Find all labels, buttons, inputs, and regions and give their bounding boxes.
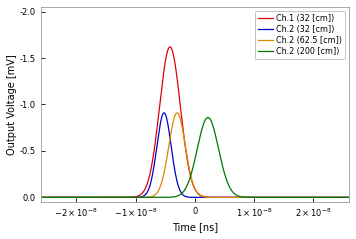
Ch.2 (62.5 [cm]) bbox=[347, 196, 351, 199]
Ch.2 (32 [cm]) bbox=[284, 196, 288, 199]
Ch.1 (32 [cm]) bbox=[284, 196, 288, 199]
Ch.2 (32 [cm]) bbox=[162, 111, 166, 114]
Ch.1 (32 [cm]) bbox=[347, 196, 351, 199]
Line: Ch.2 (200 [cm]): Ch.2 (200 [cm]) bbox=[41, 118, 349, 197]
Ch.2 (32 [cm]) bbox=[150, 174, 155, 177]
Ch.2 (62.5 [cm]) bbox=[267, 196, 272, 199]
Ch.1 (32 [cm]) bbox=[267, 196, 272, 199]
Ch.2 (62.5 [cm]) bbox=[54, 196, 58, 199]
Ch.1 (32 [cm]) bbox=[150, 160, 155, 163]
Ch.1 (32 [cm]) bbox=[38, 196, 43, 199]
Ch.2 (200 [cm]) bbox=[267, 196, 272, 199]
Ch.2 (32 [cm]) bbox=[347, 196, 351, 199]
Ch.2 (62.5 [cm]) bbox=[150, 195, 155, 198]
Ch.2 (200 [cm]) bbox=[206, 116, 210, 119]
Ch.2 (62.5 [cm]) bbox=[235, 196, 239, 199]
Ch.2 (200 [cm]) bbox=[54, 196, 58, 199]
Line: Ch.2 (62.5 [cm]): Ch.2 (62.5 [cm]) bbox=[41, 113, 349, 197]
Ch.2 (62.5 [cm]) bbox=[175, 111, 179, 114]
Ch.2 (62.5 [cm]) bbox=[284, 196, 288, 199]
Ch.2 (200 [cm]) bbox=[347, 196, 351, 199]
Ch.2 (200 [cm]) bbox=[284, 196, 288, 199]
Ch.2 (32 [cm]) bbox=[54, 196, 58, 199]
Ch.2 (32 [cm]) bbox=[221, 196, 225, 199]
Ch.2 (200 [cm]) bbox=[38, 196, 43, 199]
Ch.1 (32 [cm]) bbox=[168, 45, 172, 48]
Ch.2 (32 [cm]) bbox=[235, 196, 239, 199]
Ch.2 (200 [cm]) bbox=[235, 194, 239, 197]
Ch.2 (200 [cm]) bbox=[221, 167, 225, 170]
Ch.2 (32 [cm]) bbox=[267, 196, 272, 199]
Line: Ch.2 (32 [cm]): Ch.2 (32 [cm]) bbox=[41, 113, 349, 197]
Ch.1 (32 [cm]) bbox=[54, 196, 58, 199]
Y-axis label: Output Voltage [mV]: Output Voltage [mV] bbox=[7, 54, 17, 155]
Ch.1 (32 [cm]) bbox=[235, 196, 239, 199]
Ch.2 (32 [cm]) bbox=[38, 196, 43, 199]
Ch.2 (200 [cm]) bbox=[150, 196, 155, 199]
Legend: Ch.1 (32 [cm]), Ch.2 (32 [cm]), Ch.2 (62.5 [cm]), Ch.2 (200 [cm]): Ch.1 (32 [cm]), Ch.2 (32 [cm]), Ch.2 (62… bbox=[255, 11, 345, 60]
Ch.2 (62.5 [cm]) bbox=[38, 196, 43, 199]
X-axis label: Time [ns]: Time [ns] bbox=[172, 222, 218, 232]
Ch.2 (62.5 [cm]) bbox=[221, 196, 225, 199]
Ch.1 (32 [cm]) bbox=[221, 196, 225, 199]
Line: Ch.1 (32 [cm]): Ch.1 (32 [cm]) bbox=[41, 47, 349, 197]
